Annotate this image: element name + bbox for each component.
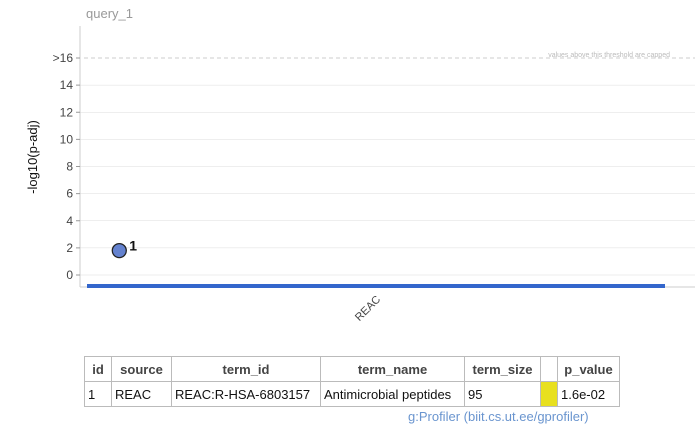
cell-term-name: Antimicrobial peptides (320, 381, 465, 407)
y-tick-label: 2 (66, 241, 73, 255)
header-term-size: term_size (464, 356, 541, 382)
table-header-row: id source term_id term_name term_size p_… (84, 356, 620, 382)
y-tick-label: 8 (66, 160, 73, 174)
header-p-value: p_value (557, 356, 620, 382)
results-table: id source term_id term_name term_size p_… (84, 356, 620, 407)
data-point[interactable] (111, 242, 127, 259)
cell-term-size: 95 (464, 381, 541, 407)
gprofiler-credit: g:Profiler (biit.cs.ut.ee/gprofiler) (408, 409, 589, 424)
table-row: 1 REAC REAC:R-HSA-6803157 Antimicrobial … (84, 381, 620, 407)
cell-id: 1 (84, 381, 112, 407)
header-swatch (540, 356, 558, 382)
chart-title: query_1 (86, 6, 133, 21)
y-tick-label: 10 (60, 132, 74, 146)
grid-lines (80, 84, 695, 276)
manhattan-plot: query_1 -log10(p-adj) 0 2 4 6 8 10 12 14 >16 val… (25, 6, 695, 324)
y-tick-label: >16 (53, 51, 74, 65)
source-bar-reac (87, 284, 665, 288)
y-tick-label: 12 (60, 105, 74, 119)
y-tick-label: 4 (66, 214, 73, 228)
y-tick-label: 0 (66, 268, 73, 282)
header-term-id: term_id (171, 356, 321, 382)
header-term-name: term_name (320, 356, 465, 382)
threshold-label: values above this threshold are capped (548, 52, 670, 59)
cell-p-value: 1.6e-02 (557, 381, 620, 407)
cell-source: REAC (111, 381, 172, 407)
x-category-label: REAC (353, 294, 383, 324)
header-id: id (84, 356, 112, 382)
p-value-color-swatch (540, 381, 558, 407)
y-tick-label: 6 (66, 187, 73, 201)
y-axis-label: -log10(p-adj) (25, 120, 40, 194)
cell-term-id: REAC:R-HSA-6803157 (171, 381, 321, 407)
header-source: source (111, 356, 172, 382)
y-tick-label: 14 (60, 78, 74, 92)
y-tick-labels: 0 2 4 6 8 10 12 14 >16 (53, 51, 80, 282)
data-point-label: 1 (129, 238, 137, 254)
data-points: 1 (111, 238, 137, 259)
